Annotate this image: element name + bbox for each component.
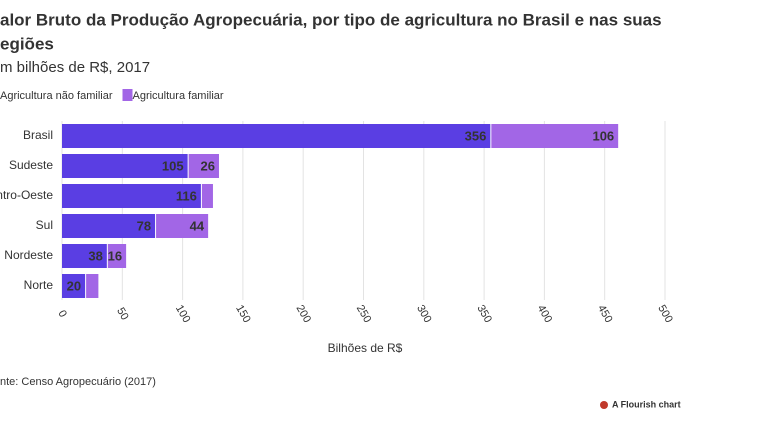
value-label: 38: [88, 248, 102, 263]
legend-swatch: [122, 89, 133, 101]
bar-segment: [188, 154, 219, 178]
chart-title: egiões: [0, 34, 54, 53]
bar-segment: [62, 214, 156, 238]
legend-label: Agricultura não familiar: [0, 90, 113, 102]
bar-segment: [491, 124, 619, 148]
y-tick-label: ntro-Oeste: [0, 188, 53, 202]
legend-label: Agricultura familiar: [133, 90, 224, 102]
value-label: 20: [67, 278, 81, 293]
value-label: 78: [137, 218, 151, 233]
bar-segment: [107, 244, 127, 268]
chart-subtitle: m bilhões de R$, 2017: [0, 59, 150, 76]
bar-segment: [62, 274, 86, 298]
value-label: 116: [176, 188, 197, 203]
x-tick-label: 400: [535, 303, 555, 325]
bar-segment: [86, 274, 99, 298]
x-tick-label: 350: [474, 303, 494, 325]
value-label: 105: [162, 158, 184, 173]
y-tick-label: Norte: [24, 278, 54, 292]
bar-segment: [156, 214, 209, 238]
x-tick-label: 0: [55, 308, 68, 319]
value-label: 26: [201, 158, 215, 173]
credit[interactable]: A Flourish chart: [612, 399, 681, 409]
x-tick-label: 250: [354, 303, 374, 325]
value-label: 44: [190, 218, 205, 233]
y-tick-label: Nordeste: [4, 248, 53, 262]
x-tick-label: 300: [414, 303, 434, 325]
x-axis-title: Bilhões de R$: [328, 341, 403, 355]
source: nte: Censo Agropecuário (2017): [0, 376, 156, 388]
y-tick-label: Sul: [36, 218, 53, 232]
y-tick-label: Brasil: [23, 128, 53, 142]
x-tick-label: 450: [595, 303, 615, 325]
x-tick-label: 500: [655, 303, 675, 325]
x-tick-label: 50: [114, 306, 131, 323]
logo-icon: [600, 401, 608, 409]
bar-segment: [62, 154, 188, 178]
chart-title: alor Bruto da Produção Agropecuária, por…: [0, 10, 662, 29]
bar-segment: [62, 124, 491, 148]
bar-segment: [62, 184, 201, 208]
x-tick-label: 150: [233, 303, 253, 325]
value-label: 356: [465, 128, 487, 143]
bar-segment: [62, 244, 107, 268]
x-tick-label: 200: [293, 303, 313, 325]
value-label: 106: [592, 128, 614, 143]
x-tick-label: 100: [173, 303, 193, 325]
value-label: 16: [108, 248, 122, 263]
bar-segment: [201, 184, 213, 208]
y-tick-label: Sudeste: [9, 158, 53, 172]
